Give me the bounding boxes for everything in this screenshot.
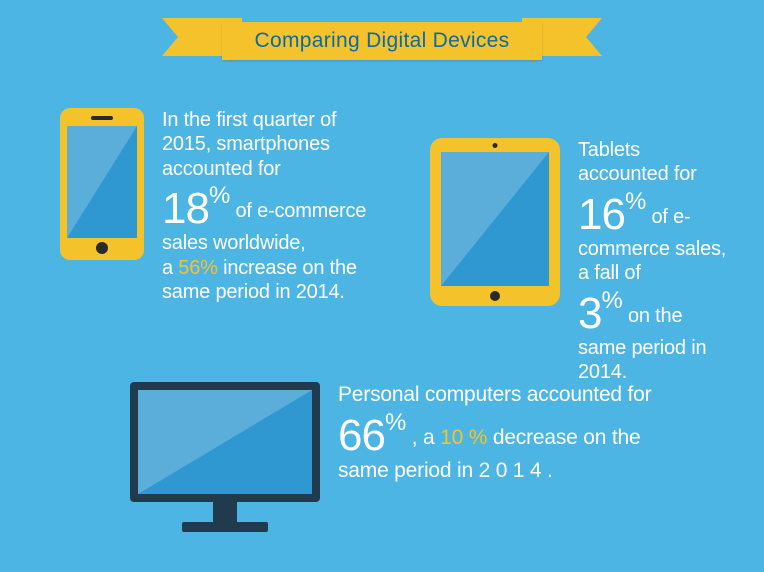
phone-line1: In the first quarter of 2015, smartphone…	[162, 109, 336, 180]
tablet-icon	[430, 138, 560, 306]
tablet-pct2-unit: %	[601, 287, 622, 314]
monitor-base	[182, 522, 268, 532]
pc-pct-unit: %	[385, 409, 406, 436]
smartphone-copy: In the first quarter of 2015, smartphone…	[162, 108, 390, 304]
section-pc: Personal computers accounted for 66% , a…	[130, 382, 690, 542]
smartphone-icon	[60, 108, 144, 260]
phone-pct: 18	[162, 187, 209, 231]
phone-change-value: 56%	[178, 257, 217, 279]
banner-ribbon: Comparing Digital Devices	[162, 18, 602, 64]
tablet-copy: Tablets accounted for 16% of e-commerce …	[578, 138, 730, 384]
tablet-line1: Tablets accounted for	[578, 139, 697, 185]
monitor-screen	[138, 390, 312, 494]
pc-copy: Personal computers accounted for 66% , a…	[338, 382, 690, 483]
monitor-neck	[213, 502, 237, 522]
tablet-pct: 16	[578, 193, 625, 237]
pc-change-value: 10 %	[440, 426, 487, 449]
banner-title: Comparing Digital Devices	[222, 22, 542, 60]
tablet-pct-unit: %	[625, 188, 646, 215]
tablet-pct2: 3	[578, 292, 601, 336]
pc-mid: , a	[406, 426, 440, 449]
pc-pct: 66	[338, 414, 385, 458]
phone-pct-unit: %	[209, 182, 230, 209]
phone-speaker	[91, 116, 113, 120]
tablet-home-button	[490, 291, 500, 301]
phone-change-prefix: a	[162, 257, 178, 279]
section-smartphone: In the first quarter of 2015, smartphone…	[60, 108, 390, 304]
desktop-monitor-icon	[130, 382, 320, 542]
phone-home-button	[96, 242, 108, 254]
tablet-camera	[493, 143, 498, 148]
pc-line1: Personal computers accounted for	[338, 383, 651, 406]
section-tablet: Tablets accounted for 16% of e-commerce …	[430, 138, 730, 384]
